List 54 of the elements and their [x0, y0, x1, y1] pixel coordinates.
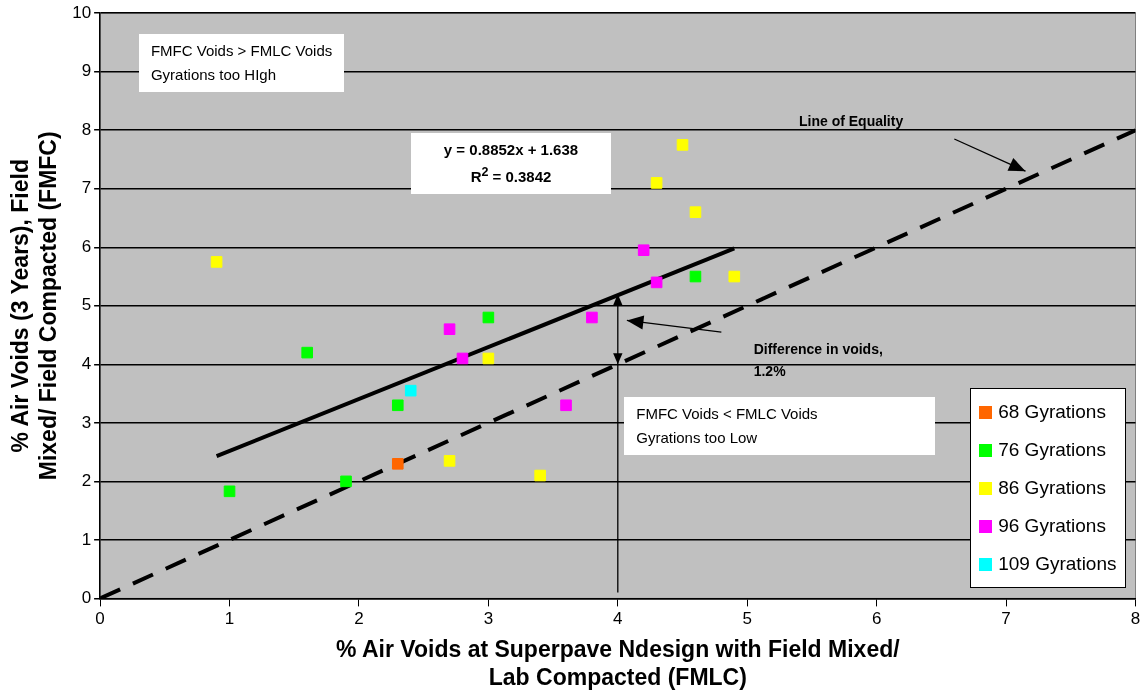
point [728, 270, 741, 283]
x-tick-label: 6 [871, 609, 882, 629]
y-tick-label: 6 [81, 236, 92, 256]
x-tick-label: 4 [613, 609, 623, 629]
legend-label: 109 Gyrations [998, 553, 1117, 576]
point [689, 270, 702, 283]
annotation: Line of Equality [798, 111, 904, 131]
y-tick-label: 3 [81, 412, 92, 432]
y-tick-label: 2 [81, 471, 92, 491]
point [301, 346, 313, 359]
y-tick-label: 1 [81, 529, 92, 549]
point [637, 244, 650, 257]
point [482, 352, 495, 365]
y-tick-label: 4 [81, 354, 92, 374]
point [650, 177, 663, 189]
point [443, 323, 456, 336]
y-tick-label: 5 [81, 295, 92, 315]
x-tick-label: 1 [224, 609, 235, 629]
y-tick-label: 0 [81, 588, 92, 608]
y-tick-label: 9 [81, 61, 92, 81]
legend-label: 68 Gyrations [998, 401, 1106, 424]
point [391, 458, 404, 470]
x-tick-label: 8 [1130, 609, 1141, 629]
note-box: y = 0.8852x + 1.638 R$^{2}$ = 0.3842 [410, 133, 612, 195]
point [586, 311, 598, 324]
point [223, 485, 236, 498]
x-tick-label: 2 [354, 609, 364, 629]
point [560, 399, 572, 412]
legend-label: 86 Gyrations [998, 477, 1106, 500]
note-box: FMFC Voids < FMLC Voids Gyrations too Low [624, 396, 935, 455]
x-tick-label: 7 [1001, 609, 1011, 629]
point [210, 256, 223, 268]
x-tick-label: 0 [95, 609, 105, 629]
point [404, 384, 417, 397]
point [456, 352, 469, 365]
legend-label: 76 Gyrations [998, 439, 1106, 462]
y-tick-label: 10 [72, 2, 92, 22]
point [534, 469, 546, 482]
point [689, 206, 702, 218]
x-tick-label: 5 [742, 609, 752, 629]
point [443, 455, 456, 467]
annotation: Difference in voids, 1.2% [753, 340, 883, 382]
point [340, 475, 352, 488]
x-tick-label: 3 [483, 609, 494, 629]
note-box: FMFC Voids > FMLC Voids Gyrations too HIgh [138, 33, 345, 92]
point [650, 276, 663, 289]
x-axis-title: % Air Voids at Superpave Ndesign with Field Mixed/ Lab Compacted (FMLC) [336, 635, 901, 690]
point [482, 311, 495, 324]
y-axis-title: % Air Voids (3 Years), Field Mixed/ Field Compacted (FMFC) [7, 131, 61, 481]
legend-label: 96 Gyrations [998, 515, 1106, 538]
y-tick-label: 7 [81, 178, 92, 198]
point [391, 399, 404, 412]
y-tick-label: 8 [81, 119, 92, 139]
point [676, 139, 689, 151]
